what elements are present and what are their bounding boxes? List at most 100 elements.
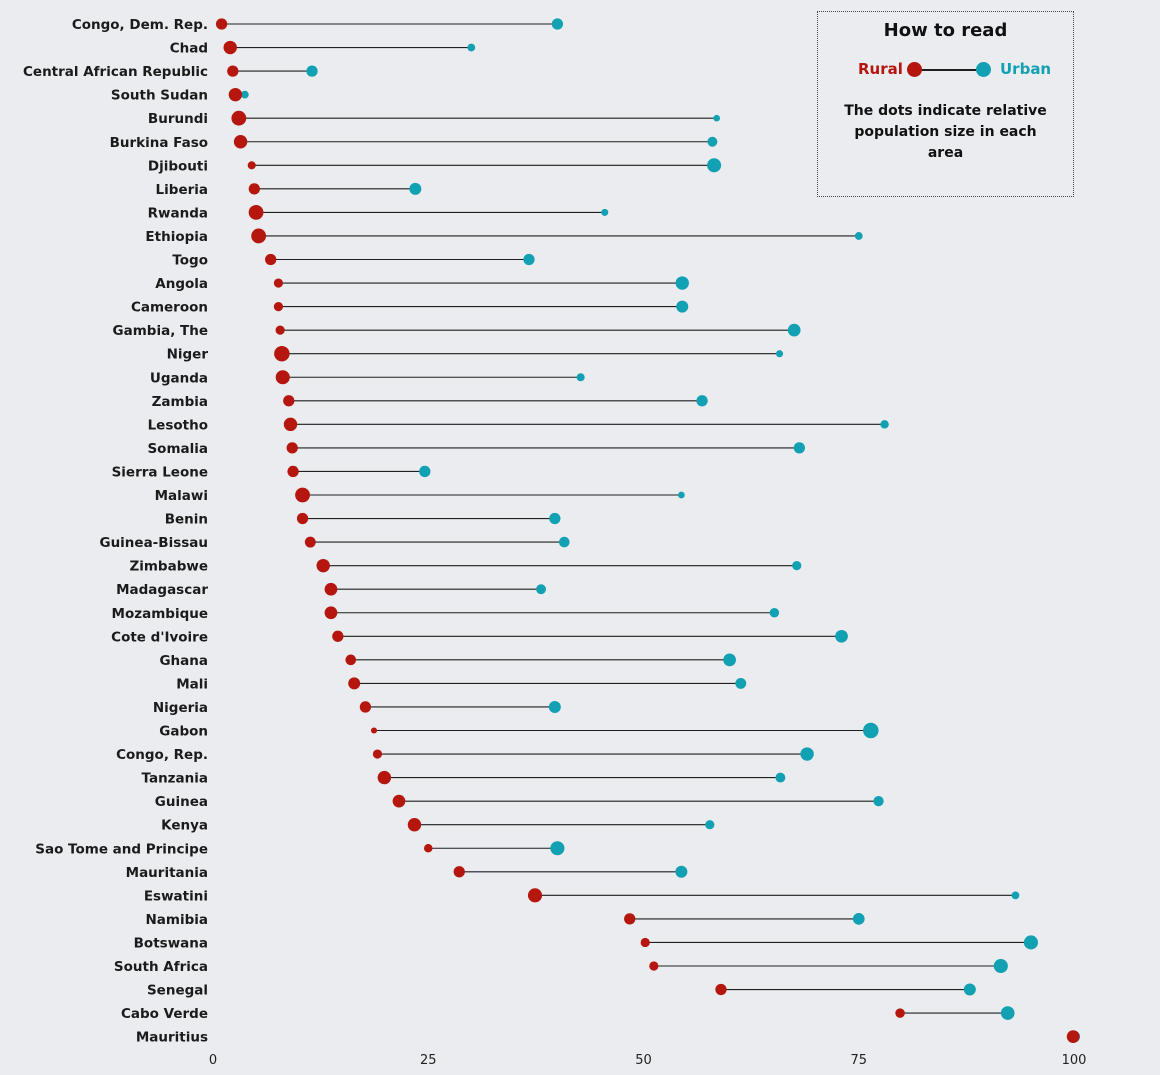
- rural-dot: [324, 582, 338, 596]
- rural-dot: [1066, 1030, 1080, 1043]
- rural-dot: [223, 40, 237, 55]
- rural-dot: [345, 654, 357, 666]
- urban-dot: [678, 491, 685, 499]
- urban-dot: [549, 512, 561, 525]
- legend-key: Rural Urban: [818, 58, 1073, 80]
- row-32: Tanzania: [141, 771, 786, 787]
- row-0: Congo, Dem. Rep.: [72, 17, 564, 33]
- country-label: Niger: [167, 347, 209, 363]
- rural-dot: [215, 18, 228, 30]
- urban-dot: [852, 913, 865, 925]
- country-label: Zambia: [152, 394, 208, 410]
- urban-dot: [306, 65, 318, 77]
- row-43: Mauritius: [136, 1030, 1080, 1046]
- rural-dot: [624, 913, 636, 925]
- rural-dot: [228, 87, 243, 102]
- rural-dot: [370, 727, 378, 734]
- country-label: Lesotho: [148, 417, 208, 433]
- country-label: Botswana: [134, 935, 208, 951]
- urban-dot: [707, 136, 718, 147]
- urban-dot: [558, 536, 570, 548]
- country-label: Djibouti: [148, 158, 208, 174]
- row-27: Ghana: [159, 653, 736, 669]
- country-label: Zimbabwe: [129, 559, 208, 575]
- urban-dot: [873, 795, 884, 807]
- country-label: Burkina Faso: [110, 135, 208, 151]
- row-24: Madagascar: [116, 582, 546, 598]
- rural-dot: [453, 866, 465, 878]
- urban-dot: [713, 114, 721, 122]
- legend: How to read Rural Urban The dots indicat…: [817, 11, 1074, 197]
- urban-dot: [723, 653, 736, 667]
- country-label: Congo, Rep.: [116, 747, 208, 763]
- urban-dot: [880, 420, 889, 429]
- country-label: Ethiopia: [145, 229, 208, 245]
- row-19: Sierra Leone: [112, 464, 431, 480]
- urban-dot: [705, 820, 715, 830]
- row-12: Cameroon: [131, 300, 689, 316]
- urban-dot: [854, 232, 863, 240]
- x-tick-label: 0: [209, 1053, 217, 1068]
- urban-dot: [550, 841, 565, 856]
- row-33: Guinea: [155, 794, 884, 810]
- country-label: Sao Tome and Principe: [35, 841, 208, 857]
- rural-dot: [392, 794, 406, 808]
- rural-dot: [273, 302, 284, 312]
- country-label: Angola: [155, 276, 208, 292]
- urban-dot: [548, 700, 561, 713]
- country-label: Uganda: [150, 370, 208, 386]
- rural-dot: [372, 749, 383, 759]
- country-label: Liberia: [156, 182, 208, 198]
- urban-dot: [523, 253, 535, 266]
- legend-urban-dot: [976, 62, 991, 77]
- row-38: Namibia: [145, 912, 865, 928]
- country-label: Senegal: [147, 983, 208, 999]
- country-label: Madagascar: [116, 582, 208, 598]
- rural-dot: [275, 370, 290, 385]
- rural-dot: [274, 345, 290, 362]
- urban-dot: [1011, 891, 1020, 900]
- row-22: Guinea-Bissau: [99, 535, 570, 551]
- urban-dot: [601, 208, 609, 216]
- row-17: Lesotho: [148, 417, 889, 433]
- row-26: Cote d'Ivoire: [111, 629, 848, 645]
- urban-dot: [1023, 935, 1038, 950]
- urban-dot: [675, 865, 688, 878]
- urban-dot: [963, 983, 976, 996]
- row-13: Gambia, The: [113, 323, 801, 339]
- row-30: Gabon: [159, 722, 879, 740]
- urban-dot: [240, 90, 249, 99]
- row-35: Sao Tome and Principe: [35, 841, 565, 857]
- urban-dot: [551, 18, 564, 30]
- country-label: Central African Republic: [23, 64, 208, 80]
- rural-dot: [348, 677, 361, 690]
- urban-dot: [769, 608, 780, 618]
- country-label: Nigeria: [153, 700, 208, 716]
- urban-dot: [676, 300, 689, 313]
- x-tick-label: 50: [635, 1053, 652, 1068]
- urban-dot: [863, 722, 879, 739]
- rural-dot: [233, 135, 248, 149]
- urban-dot: [775, 350, 784, 358]
- urban-dot: [419, 465, 431, 478]
- country-label: Mauritania: [126, 865, 208, 881]
- country-label: Cameroon: [131, 300, 208, 316]
- rural-dot: [231, 110, 247, 126]
- rural-dot: [265, 253, 277, 266]
- country-label: South Africa: [114, 959, 208, 975]
- country-label: Benin: [165, 512, 208, 528]
- row-40: South Africa: [114, 958, 1008, 975]
- chart-rows: Congo, Dem. Rep. Chad Central African Repu…: [23, 17, 1080, 1046]
- row-36: Mauritania: [126, 865, 688, 881]
- country-label: Eswatini: [144, 888, 208, 904]
- row-23: Zimbabwe: [129, 559, 802, 575]
- row-4: Burundi: [148, 110, 721, 127]
- country-label: Kenya: [161, 818, 208, 834]
- urban-dot: [835, 629, 848, 643]
- rural-dot: [324, 606, 338, 620]
- urban-dot: [409, 182, 422, 195]
- legend-rural-dot: [907, 62, 922, 77]
- country-label: Guinea-Bissau: [99, 535, 208, 551]
- rural-dot: [424, 844, 433, 853]
- rural-dot: [295, 487, 310, 503]
